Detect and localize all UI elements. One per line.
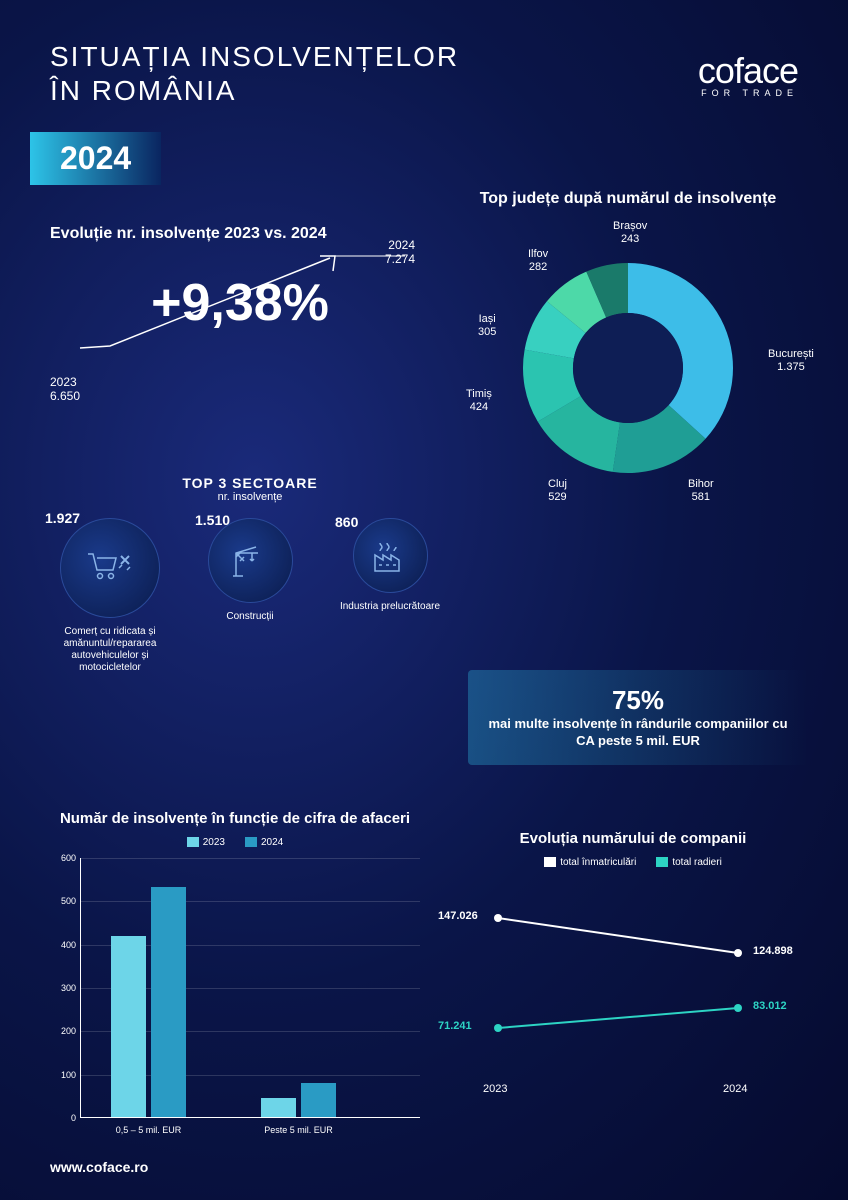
highlight-text: mai multe insolvențe în rândurile compan… — [488, 716, 788, 750]
sector-icon — [208, 518, 293, 603]
logo: coface FOR TRADE — [669, 50, 798, 98]
donut-chart: București1.375Bihor581Cluj529Timiș424Iaș… — [488, 228, 768, 508]
y-tick: 200 — [51, 1026, 76, 1036]
sector-label: Industria prelucrătoare — [330, 601, 450, 613]
bar-legend: 2023 2024 — [50, 837, 420, 848]
y-tick: 600 — [51, 853, 76, 863]
y-tick: 500 — [51, 896, 76, 906]
sector-icon — [353, 518, 428, 593]
sector-label: Construcții — [190, 611, 310, 623]
y-tick: 300 — [51, 983, 76, 993]
x-label: Peste 5 mil. EUR — [251, 1125, 346, 1135]
donut-label: Brașov243 — [613, 220, 647, 246]
legend-item: 2024 — [245, 837, 283, 848]
x-label: 2023 — [483, 1083, 507, 1095]
sector-item: 860 Industria prelucrătoare — [330, 518, 450, 613]
grid-line — [81, 858, 420, 859]
top3-title: TOP 3 SECTOARE — [50, 475, 450, 491]
bar-chart: 01002003004005006000,5 – 5 mil. EURPeste… — [80, 858, 420, 1118]
y-tick: 400 — [51, 940, 76, 950]
bar-section: Număr de insolvențe în funcție de cifra … — [50, 810, 420, 1118]
trend-arrow-icon — [50, 238, 410, 358]
x-label: 0,5 – 5 mil. EUR — [101, 1125, 196, 1135]
top3-subtitle: nr. insolvențe — [50, 491, 450, 503]
line-chart: 147.026124.89871.24183.01220232024 — [458, 878, 808, 1108]
evolution-end: 20247.274 — [385, 238, 415, 266]
bar — [261, 1098, 296, 1118]
sector-item: 1.510 Construcții — [190, 518, 310, 623]
logo-sub: FOR TRADE — [701, 88, 798, 98]
year-badge: 2024 — [30, 132, 161, 185]
line-title: Evoluția numărului de companii — [458, 830, 808, 847]
donut-label: Bihor581 — [688, 478, 714, 504]
line-legend: total înmatriculări total radieri — [458, 857, 808, 868]
sector-item: 1.927 Comerț cu ridicata și amănuntul/re… — [50, 518, 170, 674]
footer-url: www.coface.ro — [50, 1159, 148, 1175]
donut-section: Top județe după numărul de insolvențe Bu… — [448, 190, 808, 508]
logo-main: coface — [669, 50, 798, 92]
donut-label: Timiș424 — [466, 388, 492, 414]
sector-label: Comerț cu ridicata și amănuntul/reparare… — [50, 626, 170, 674]
legend-item: total radieri — [656, 857, 721, 868]
sector-value: 1.927 — [45, 510, 80, 526]
highlight-box: 75% mai multe insolvențe în rândurile co… — [468, 670, 808, 765]
y-tick: 0 — [51, 1113, 76, 1123]
y-tick: 100 — [51, 1070, 76, 1080]
point-label: 71.241 — [438, 1020, 472, 1032]
point-label: 147.026 — [438, 910, 478, 922]
bar — [151, 887, 186, 1117]
legend-item: total înmatriculări — [544, 857, 636, 868]
sector-icon — [60, 518, 160, 618]
legend-item: 2023 — [187, 837, 225, 848]
bar-title: Număr de insolvențe în funcție de cifra … — [50, 810, 420, 827]
donut-label: București1.375 — [768, 348, 814, 374]
x-label: 2024 — [723, 1083, 747, 1095]
sector-value: 860 — [335, 514, 358, 530]
donut-label: Iași305 — [478, 313, 496, 339]
top3-section: TOP 3 SECTOARE nr. insolvențe 1.927 Come… — [50, 475, 450, 674]
point-label: 124.898 — [753, 945, 793, 957]
evolution-start: 20236.650 — [50, 375, 80, 403]
donut-label: Cluj529 — [548, 478, 567, 504]
sector-value: 1.510 — [195, 512, 230, 528]
highlight-percent: 75% — [488, 685, 788, 716]
donut-label: Ilfov282 — [528, 248, 548, 274]
donut-title: Top județe după numărul de insolvențe — [448, 190, 808, 208]
bar — [111, 936, 146, 1117]
point-label: 83.012 — [753, 1000, 787, 1012]
evolution-section: Evoluție nr. insolvențe 2023 vs. 2024 +9… — [50, 225, 410, 403]
grid-line — [81, 901, 420, 902]
bar — [301, 1083, 336, 1117]
line-section: Evoluția numărului de companii total înm… — [458, 830, 808, 1108]
